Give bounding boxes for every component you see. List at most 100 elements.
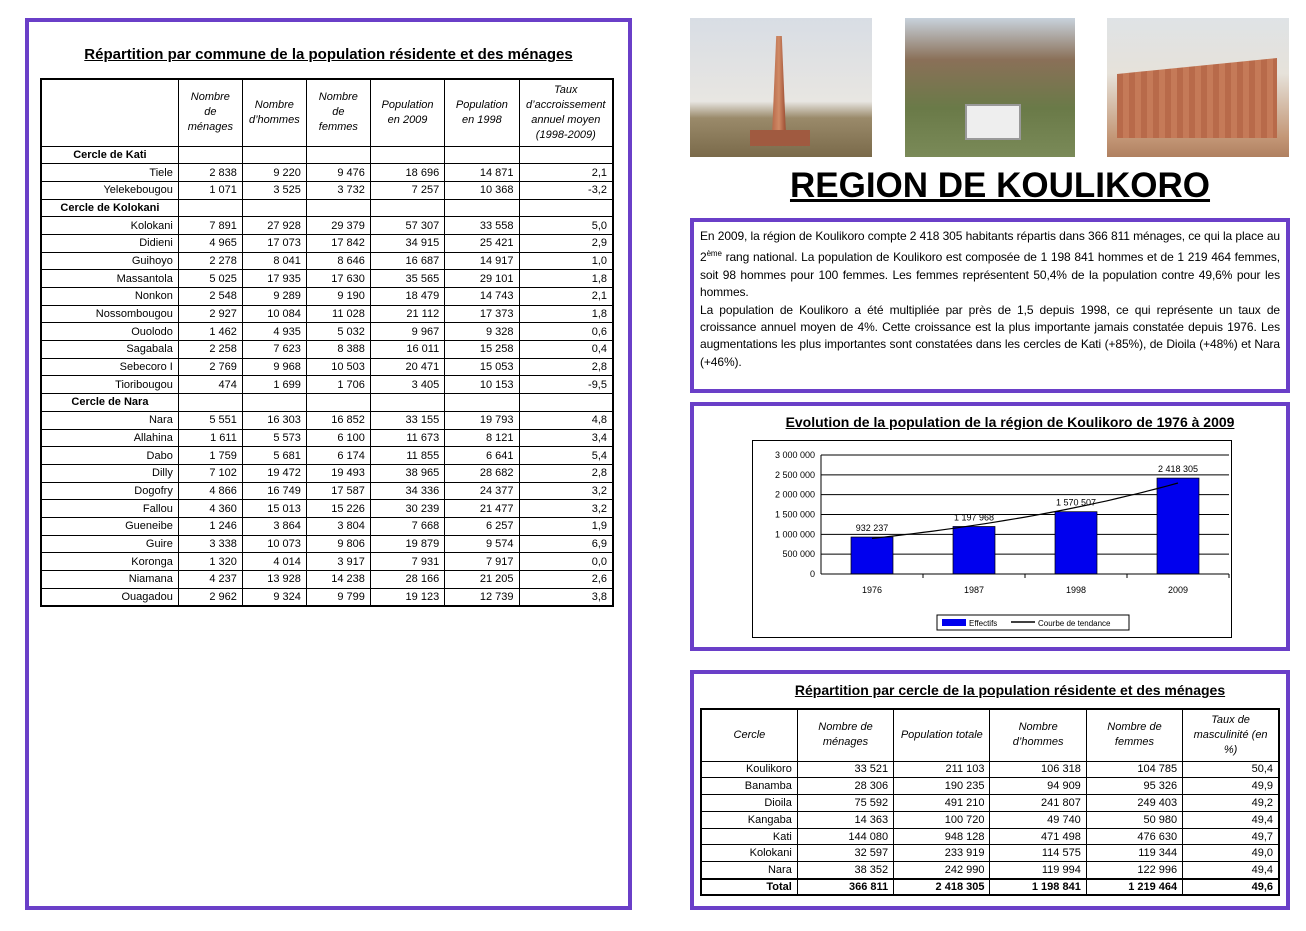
cell: 0,6 <box>518 322 614 342</box>
cell: 11 673 <box>369 428 446 448</box>
cell: 21 205 <box>444 570 520 589</box>
commune-name: Guire <box>40 534 179 554</box>
cell: 8 388 <box>305 340 371 359</box>
cell: 33 558 <box>444 216 520 235</box>
cell: 106 318 <box>989 760 1087 779</box>
cell: 948 128 <box>893 827 991 846</box>
cell: 2 258 <box>177 340 243 359</box>
column-header: Nombre d’hommes <box>989 708 1087 762</box>
cell: 15 013 <box>241 499 307 518</box>
cell: 8 041 <box>241 251 307 271</box>
cercle-table: Cercle Nombre de ménages Population totale… <box>700 708 1280 897</box>
y-tick-label: 1 000 000 <box>775 529 815 539</box>
cell: 2 548 <box>177 287 243 306</box>
cell: 50 980 <box>1085 810 1184 829</box>
commune-name: Tioribougou <box>40 375 179 395</box>
cell: 33 155 <box>369 410 446 430</box>
x-tick-label: 1976 <box>862 585 882 595</box>
cell: 19 793 <box>444 410 520 430</box>
cell: 7 102 <box>177 463 243 483</box>
commune-name: Sebecoro I <box>40 357 179 377</box>
chart-title: Evolution de la population de la région … <box>785 414 1235 430</box>
total-cell: 49,6 <box>1182 877 1280 896</box>
cell: 6 100 <box>305 428 371 448</box>
cell: 24 377 <box>444 481 520 501</box>
table-row: Nara 38 352 242 990 119 994 122 996 49,4 <box>700 861 1280 880</box>
data-label: 1 570 507 <box>1056 498 1096 508</box>
cell: 4,8 <box>518 410 614 430</box>
bottom-table-title: Répartition par cercle de la population … <box>794 682 1226 698</box>
x-tick-label: 1987 <box>964 585 984 595</box>
intro-text-panel: En 2009, la région de Koulikoro compte 2… <box>690 218 1290 393</box>
commune-name: Nonkon <box>40 287 179 306</box>
chart-panel: Evolution de la population de la région … <box>690 402 1290 651</box>
cell: 49,4 <box>1182 810 1280 829</box>
photo-monument <box>690 18 872 157</box>
cell: 6 257 <box>444 516 520 536</box>
cell: 17 630 <box>305 269 371 288</box>
column-header: Population totale <box>893 708 991 762</box>
cell: 16 011 <box>369 340 446 359</box>
population-chart: 0 500 000 1 000 000 1 500 000 2 000 000 2 500… <box>752 440 1232 638</box>
column-header: Nombre d’hommes <box>241 78 307 147</box>
cell: 2,6 <box>518 570 614 589</box>
y-tick-label: 2 000 000 <box>775 490 815 500</box>
cell: Koulikoro <box>700 760 798 779</box>
cell: 1 246 <box>177 516 243 536</box>
column-header: Population en 2009 <box>369 78 446 147</box>
cell: 233 919 <box>893 844 991 863</box>
table-row: Niamana 4 237 13 928 14 238 28 166 21 205 2,6 <box>40 570 614 589</box>
data-label: 932 237 <box>856 523 889 533</box>
commune-name: Tiele <box>40 163 179 182</box>
commune-name: Didieni <box>40 233 179 253</box>
cell: 4 935 <box>241 322 307 342</box>
cell: 3 917 <box>305 552 371 571</box>
cell: 5 032 <box>305 322 371 342</box>
cell: 3 405 <box>369 375 446 395</box>
cell: 19 493 <box>305 463 371 483</box>
cell: 474 <box>177 375 243 395</box>
cell: 5 681 <box>241 446 307 465</box>
cell: 476 630 <box>1085 827 1184 846</box>
cell: 2 838 <box>177 163 243 182</box>
cell: 75 592 <box>796 794 895 812</box>
trend-line <box>871 482 1179 539</box>
cell: 1,9 <box>518 516 614 536</box>
cell: 2,1 <box>518 287 614 306</box>
x-tick-label: 1998 <box>1066 585 1086 595</box>
column-header: Nombre de femmes <box>1085 708 1184 762</box>
table-row: Kolokani 7 891 27 928 29 379 57 307 33 558 5,0 <box>40 216 614 235</box>
intro-paragraph-1b: rang national. La population de Koulikor… <box>700 250 1280 300</box>
cell: 38 352 <box>796 861 895 880</box>
column-header: Population en 1998 <box>444 78 520 147</box>
cell: 17 935 <box>241 269 307 288</box>
table-row: Fallou 4 360 15 013 15 226 30 239 21 477 3,2 <box>40 499 614 518</box>
cell: 4 360 <box>177 499 243 518</box>
cell: 471 498 <box>989 827 1087 846</box>
cell: 1 706 <box>305 375 371 395</box>
column-header: Taux d’accroissement annuel moyen (1998-… <box>518 78 614 147</box>
table-row: Nossombougou 2 927 10 084 11 028 21 112 17 37… <box>40 304 614 324</box>
cell: 8 646 <box>305 251 371 271</box>
cell: 3,2 <box>518 481 614 501</box>
cell: 10 153 <box>444 375 520 395</box>
commune-name: Allahina <box>40 428 179 448</box>
cell: 9 328 <box>444 322 520 342</box>
photo-cliffs-sign <box>905 18 1075 157</box>
cell: 11 855 <box>369 446 446 465</box>
cell: 21 477 <box>444 499 520 518</box>
cell: 28 682 <box>444 463 520 483</box>
commune-table: Nombre de ménages Nombre d’hommes Nombre d… <box>40 78 614 607</box>
table-row: Kati 144 080 948 128 471 498 476 630 49,7 <box>700 827 1280 846</box>
cell: 15 226 <box>305 499 371 518</box>
commune-name: Ouagadou <box>40 587 179 607</box>
cell: 28 166 <box>369 570 446 589</box>
y-tick-label: 3 000 000 <box>775 450 815 460</box>
table-row: Allahina 1 611 5 573 6 100 11 673 8 121 3,4 <box>40 428 614 448</box>
cell: 0,0 <box>518 552 614 571</box>
x-tick-label: 2009 <box>1168 585 1188 595</box>
cell: 10 368 <box>444 180 520 200</box>
table-row: Sagabala 2 258 7 623 8 388 16 011 15 258 0,4 <box>40 340 614 359</box>
cell: 5,4 <box>518 446 614 465</box>
cell: Dioila <box>700 794 798 812</box>
